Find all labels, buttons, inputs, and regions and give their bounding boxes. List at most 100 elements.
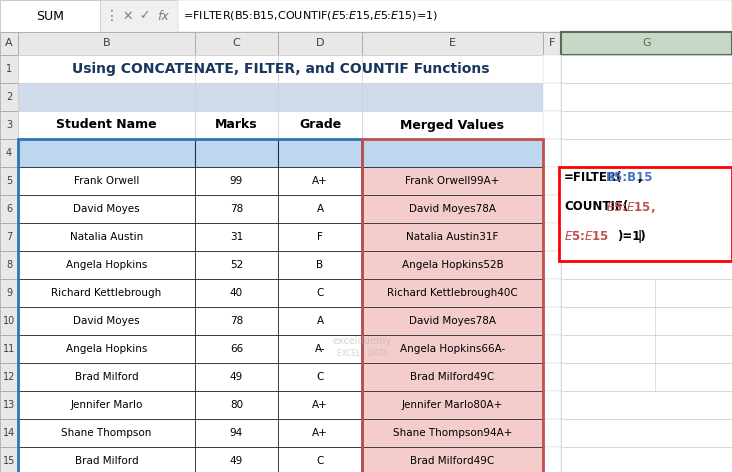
Text: Merged Values: Merged Values — [400, 118, 504, 132]
Text: fx: fx — [157, 9, 169, 23]
Bar — [195, 32, 278, 55]
Text: David Moyes: David Moyes — [73, 204, 140, 214]
Text: Natalia Austin: Natalia Austin — [70, 232, 143, 242]
Text: Jennifer Marlo: Jennifer Marlo — [70, 400, 143, 410]
Bar — [362, 251, 543, 279]
Bar — [561, 419, 732, 447]
Text: C: C — [316, 456, 324, 466]
Bar — [362, 335, 543, 363]
Bar — [0, 167, 18, 195]
Bar — [195, 363, 278, 391]
Text: A: A — [316, 316, 324, 326]
Bar — [0, 223, 18, 251]
Bar — [561, 111, 732, 139]
Bar — [195, 335, 278, 363]
Bar — [178, 0, 732, 32]
Bar — [18, 167, 195, 195]
Bar — [543, 83, 561, 111]
Bar — [561, 279, 732, 307]
Text: A+: A+ — [312, 176, 328, 186]
Bar — [18, 111, 195, 139]
Text: COUNTIF(: COUNTIF( — [564, 201, 628, 213]
Text: David Moyes: David Moyes — [73, 316, 140, 326]
Bar — [362, 139, 543, 167]
Text: 78: 78 — [230, 316, 243, 326]
Bar — [362, 139, 543, 472]
Bar — [18, 307, 195, 335]
Text: 4: 4 — [6, 148, 12, 158]
Text: 49: 49 — [230, 456, 243, 466]
Bar — [543, 223, 561, 251]
Bar — [543, 139, 561, 167]
Bar — [561, 391, 732, 419]
Bar — [195, 391, 278, 419]
Bar — [0, 335, 18, 363]
Text: 80: 80 — [230, 400, 243, 410]
Text: C: C — [233, 39, 240, 49]
Text: G: G — [642, 39, 651, 49]
Text: 5: 5 — [6, 176, 12, 186]
Bar — [18, 139, 195, 167]
Bar — [561, 391, 732, 419]
Bar — [18, 55, 195, 83]
Bar — [543, 195, 561, 223]
Bar — [0, 419, 18, 447]
Bar — [543, 195, 561, 223]
Bar — [543, 307, 561, 335]
Bar — [362, 363, 543, 391]
Text: Angela Hopkins: Angela Hopkins — [66, 344, 147, 354]
Bar — [195, 139, 278, 167]
Text: 66: 66 — [230, 344, 243, 354]
Bar — [561, 251, 732, 279]
Text: A+: A+ — [312, 428, 328, 438]
Bar — [278, 167, 362, 195]
Bar — [18, 363, 195, 391]
Bar — [18, 83, 195, 111]
Bar — [18, 32, 195, 55]
Text: |: | — [638, 230, 642, 243]
Bar — [561, 335, 732, 363]
Bar — [561, 307, 732, 335]
Text: =FILTER(B5:B15,COUNTIF($E$5:$E$15,$E$5:$E$15)=1): =FILTER(B5:B15,COUNTIF($E$5:$E$15,$E$5:$… — [183, 9, 438, 23]
Bar — [543, 167, 561, 195]
Bar — [561, 363, 732, 391]
Text: Brad Milford49C: Brad Milford49C — [411, 456, 495, 466]
Text: EXCEL · DATA: EXCEL · DATA — [337, 348, 387, 357]
Bar — [278, 307, 362, 335]
Bar — [561, 195, 732, 223]
Bar — [543, 363, 561, 391]
Text: Frank Orwell99A+: Frank Orwell99A+ — [406, 176, 500, 186]
Bar — [543, 447, 561, 472]
Bar — [18, 279, 195, 307]
Bar — [0, 0, 732, 32]
Bar — [0, 111, 18, 139]
Text: 10: 10 — [3, 316, 15, 326]
Text: A: A — [5, 39, 13, 49]
Bar — [543, 419, 561, 447]
Text: Natalia Austin31F: Natalia Austin31F — [406, 232, 498, 242]
Bar — [543, 55, 561, 83]
Bar — [362, 307, 543, 335]
Text: Marks: Marks — [215, 118, 258, 132]
Bar — [0, 139, 18, 167]
Bar — [18, 335, 195, 363]
Bar — [561, 419, 732, 447]
Text: 8: 8 — [6, 260, 12, 270]
Bar — [362, 111, 543, 139]
Text: B: B — [316, 260, 324, 270]
Text: 6: 6 — [6, 204, 12, 214]
Bar — [543, 307, 561, 335]
Text: 3: 3 — [6, 120, 12, 130]
Bar — [543, 139, 561, 167]
Bar — [0, 447, 18, 472]
Bar — [362, 223, 543, 251]
Text: Jennifer Marlo80A+: Jennifer Marlo80A+ — [402, 400, 503, 410]
Bar — [278, 391, 362, 419]
Bar — [561, 167, 732, 195]
Bar — [543, 55, 561, 83]
Text: 7: 7 — [6, 232, 12, 242]
Bar — [362, 32, 543, 55]
Bar — [561, 139, 732, 167]
Text: SUM: SUM — [36, 9, 64, 23]
Bar — [18, 195, 195, 223]
